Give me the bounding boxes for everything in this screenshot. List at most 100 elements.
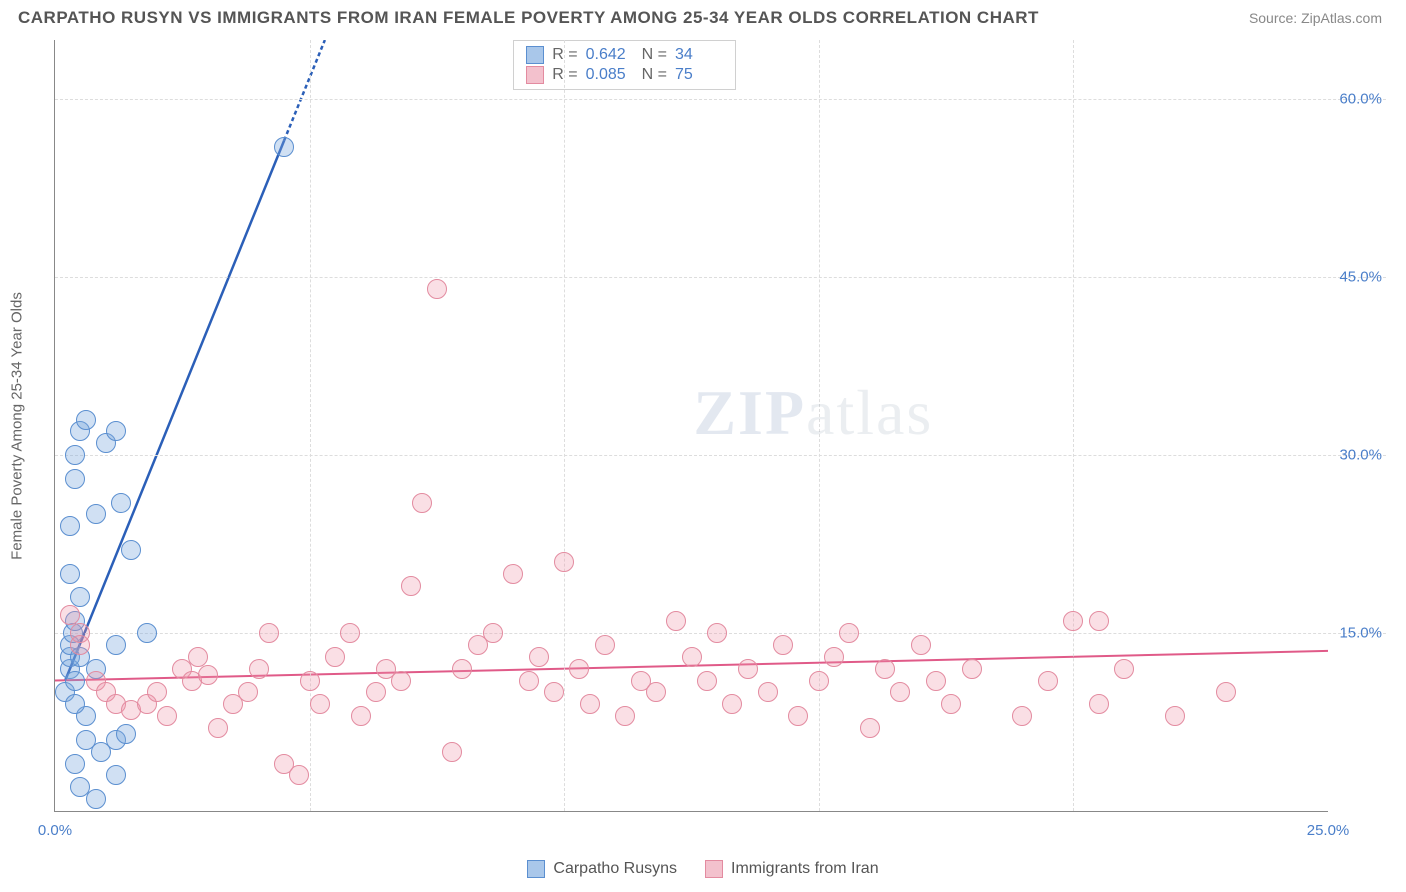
stat-value-r: 0.085 <box>586 66 634 84</box>
gridline-h <box>55 99 1386 100</box>
chart-container: Female Poverty Among 25-34 Year Olds R =… <box>54 40 1386 840</box>
data-point <box>86 789 106 809</box>
data-point <box>1038 671 1058 691</box>
data-point <box>580 694 600 714</box>
data-point <box>310 694 330 714</box>
data-point <box>401 576 421 596</box>
data-point <box>666 611 686 631</box>
data-point <box>325 647 345 667</box>
data-point <box>111 493 131 513</box>
data-point <box>911 635 931 655</box>
data-point <box>1012 706 1032 726</box>
legend-swatch <box>526 46 544 64</box>
stats-row: R =0.642N =34 <box>526 45 723 65</box>
data-point <box>809 671 829 691</box>
data-point <box>941 694 961 714</box>
data-point <box>452 659 472 679</box>
data-point <box>70 587 90 607</box>
data-point <box>962 659 982 679</box>
data-point <box>70 635 90 655</box>
legend-item: Immigrants from Iran <box>705 860 879 878</box>
data-point <box>529 647 549 667</box>
data-point <box>259 623 279 643</box>
data-point <box>65 469 85 489</box>
data-point <box>65 694 85 714</box>
data-point <box>188 647 208 667</box>
y-axis-label: Female Poverty Among 25-34 Year Olds <box>9 292 26 560</box>
data-point <box>427 279 447 299</box>
data-point <box>238 682 258 702</box>
chart-title: CARPATHO RUSYN VS IMMIGRANTS FROM IRAN F… <box>18 8 1039 28</box>
data-point <box>157 706 177 726</box>
data-point <box>121 540 141 560</box>
data-point <box>615 706 635 726</box>
stat-value-r: 0.642 <box>586 46 634 64</box>
gridline-v <box>819 40 820 811</box>
stats-row: R =0.085N =75 <box>526 65 723 85</box>
y-tick-label: 15.0% <box>1332 625 1382 642</box>
data-point <box>289 765 309 785</box>
data-point <box>60 516 80 536</box>
data-point <box>824 647 844 667</box>
data-point <box>351 706 371 726</box>
legend-swatch <box>527 860 545 878</box>
stat-value-n: 75 <box>675 66 723 84</box>
data-point <box>1089 611 1109 631</box>
data-point <box>519 671 539 691</box>
data-point <box>249 659 269 679</box>
data-point <box>839 623 859 643</box>
data-point <box>707 623 727 643</box>
data-point <box>65 445 85 465</box>
data-point <box>554 552 574 572</box>
data-point <box>875 659 895 679</box>
gridline-v <box>564 40 565 811</box>
legend-swatch <box>526 66 544 84</box>
data-point <box>391 671 411 691</box>
data-point <box>1089 694 1109 714</box>
data-point <box>208 718 228 738</box>
x-tick-label: 0.0% <box>38 822 72 839</box>
stat-label-n: N = <box>642 46 667 64</box>
data-point <box>340 623 360 643</box>
legend-swatch <box>705 860 723 878</box>
data-point <box>483 623 503 643</box>
data-point <box>300 671 320 691</box>
data-point <box>116 724 136 744</box>
data-point <box>86 504 106 524</box>
stat-value-n: 34 <box>675 46 723 64</box>
data-point <box>147 682 167 702</box>
data-point <box>65 671 85 691</box>
data-point <box>274 137 294 157</box>
gridline-h <box>55 277 1386 278</box>
source-label: Source: ZipAtlas.com <box>1249 10 1382 26</box>
data-point <box>926 671 946 691</box>
data-point <box>569 659 589 679</box>
data-point <box>1165 706 1185 726</box>
y-tick-label: 60.0% <box>1332 91 1382 108</box>
data-point <box>722 694 742 714</box>
legend-item: Carpatho Rusyns <box>527 860 677 878</box>
x-tick-label: 25.0% <box>1307 822 1350 839</box>
data-point <box>1216 682 1236 702</box>
legend-label: Immigrants from Iran <box>731 860 879 878</box>
data-point <box>788 706 808 726</box>
data-point <box>1114 659 1134 679</box>
data-point <box>1063 611 1083 631</box>
legend-label: Carpatho Rusyns <box>553 860 677 878</box>
y-tick-label: 30.0% <box>1332 447 1382 464</box>
data-point <box>60 605 80 625</box>
data-point <box>544 682 564 702</box>
data-point <box>366 682 386 702</box>
data-point <box>65 754 85 774</box>
data-point <box>412 493 432 513</box>
data-point <box>76 410 96 430</box>
stats-legend: R =0.642N =34R =0.085N =75 <box>513 40 736 90</box>
data-point <box>758 682 778 702</box>
data-point <box>738 659 758 679</box>
data-point <box>503 564 523 584</box>
data-point <box>682 647 702 667</box>
data-point <box>442 742 462 762</box>
stat-label-n: N = <box>642 66 667 84</box>
data-point <box>697 671 717 691</box>
data-point <box>595 635 615 655</box>
